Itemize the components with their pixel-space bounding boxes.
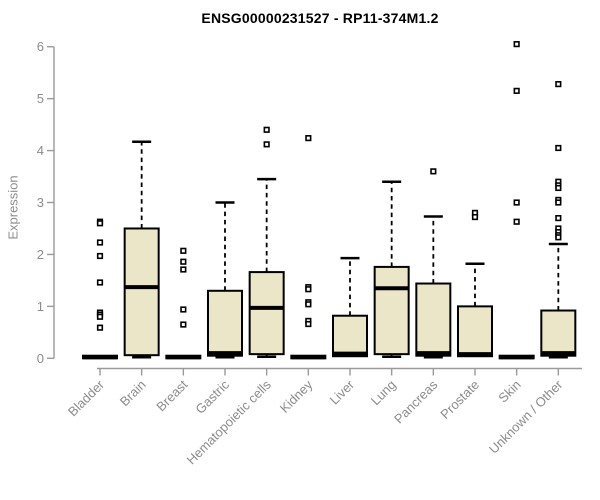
y-tick-label: 2 xyxy=(37,247,44,262)
x-tick-label: Kidney xyxy=(277,377,316,416)
outlier-point xyxy=(305,320,312,328)
x-tick-label: Brain xyxy=(117,377,149,409)
outlier-point xyxy=(555,199,562,206)
x-tick-label: Lung xyxy=(368,377,399,408)
outlier-point xyxy=(305,135,312,142)
y-tick-label: 1 xyxy=(37,299,44,314)
outlier-point xyxy=(305,286,312,293)
box-bladder xyxy=(82,218,118,360)
box-prostate xyxy=(456,209,493,358)
outlier-point xyxy=(513,218,520,225)
chart-title: ENSG00000231527 - RP11-374M1.2 xyxy=(201,10,439,26)
outlier-point xyxy=(96,324,104,331)
outlier-point xyxy=(555,81,562,88)
y-tick-label: 3 xyxy=(37,195,44,210)
outlier-point xyxy=(180,266,187,273)
outlier-point xyxy=(180,321,187,328)
iqr-box xyxy=(540,309,577,357)
x-tick-label: Skin xyxy=(495,377,523,405)
box-lung xyxy=(373,180,410,358)
box-kidney xyxy=(290,135,327,360)
iqr-box xyxy=(456,305,493,358)
outlier-point xyxy=(555,214,562,222)
outlier-point xyxy=(96,220,104,227)
x-tick-label: Gastric xyxy=(192,377,232,417)
iqr-box xyxy=(331,314,368,358)
y-axis: 0 1 2 3 4 5 6 xyxy=(37,39,55,366)
x-tick-label: Prostate xyxy=(437,377,482,422)
outlier-point xyxy=(96,279,104,286)
box-breast xyxy=(165,247,202,360)
outlier-point xyxy=(555,144,562,152)
box-gastric xyxy=(206,201,243,359)
x-tick-label: Pancreas xyxy=(391,377,441,427)
box-liver xyxy=(331,256,368,358)
box-unknown-other xyxy=(540,81,577,359)
y-tick-label: 0 xyxy=(37,351,44,366)
outlier-point xyxy=(180,306,187,313)
outlier-point xyxy=(305,301,312,308)
box-pancreas xyxy=(415,168,452,359)
outlier-point xyxy=(555,184,562,192)
y-tick-label: 6 xyxy=(37,39,44,54)
outlier-point xyxy=(96,313,104,320)
outlier-point xyxy=(263,141,270,148)
box-skin xyxy=(498,41,535,360)
outlier-point xyxy=(471,213,479,221)
outlier-point xyxy=(513,87,520,94)
iqr-box xyxy=(248,271,285,356)
y-tick-label: 4 xyxy=(37,143,44,158)
outlier-point xyxy=(513,199,520,206)
iqr-box xyxy=(373,265,410,356)
outlier-point xyxy=(555,234,562,241)
x-tick-label: Breast xyxy=(153,377,190,414)
box-brain xyxy=(123,140,160,359)
outlier-point xyxy=(513,41,520,48)
iqr-box xyxy=(123,227,160,357)
x-tick-label: Liver xyxy=(327,377,358,408)
y-axis-label: Expression xyxy=(5,175,21,240)
outlier-point xyxy=(263,126,270,133)
outlier-point xyxy=(180,258,187,265)
x-tick-label: Unknown / Other xyxy=(486,377,566,457)
outlier-point xyxy=(430,168,437,175)
outlier-point xyxy=(96,252,104,260)
outlier-point xyxy=(180,247,187,254)
outlier-point xyxy=(96,239,104,246)
y-tick-label: 5 xyxy=(37,91,44,106)
x-tick-label: Bladder xyxy=(65,377,108,420)
iqr-box xyxy=(415,282,452,357)
iqr-box xyxy=(206,289,243,357)
box-hematopoietic-cells xyxy=(248,126,285,358)
